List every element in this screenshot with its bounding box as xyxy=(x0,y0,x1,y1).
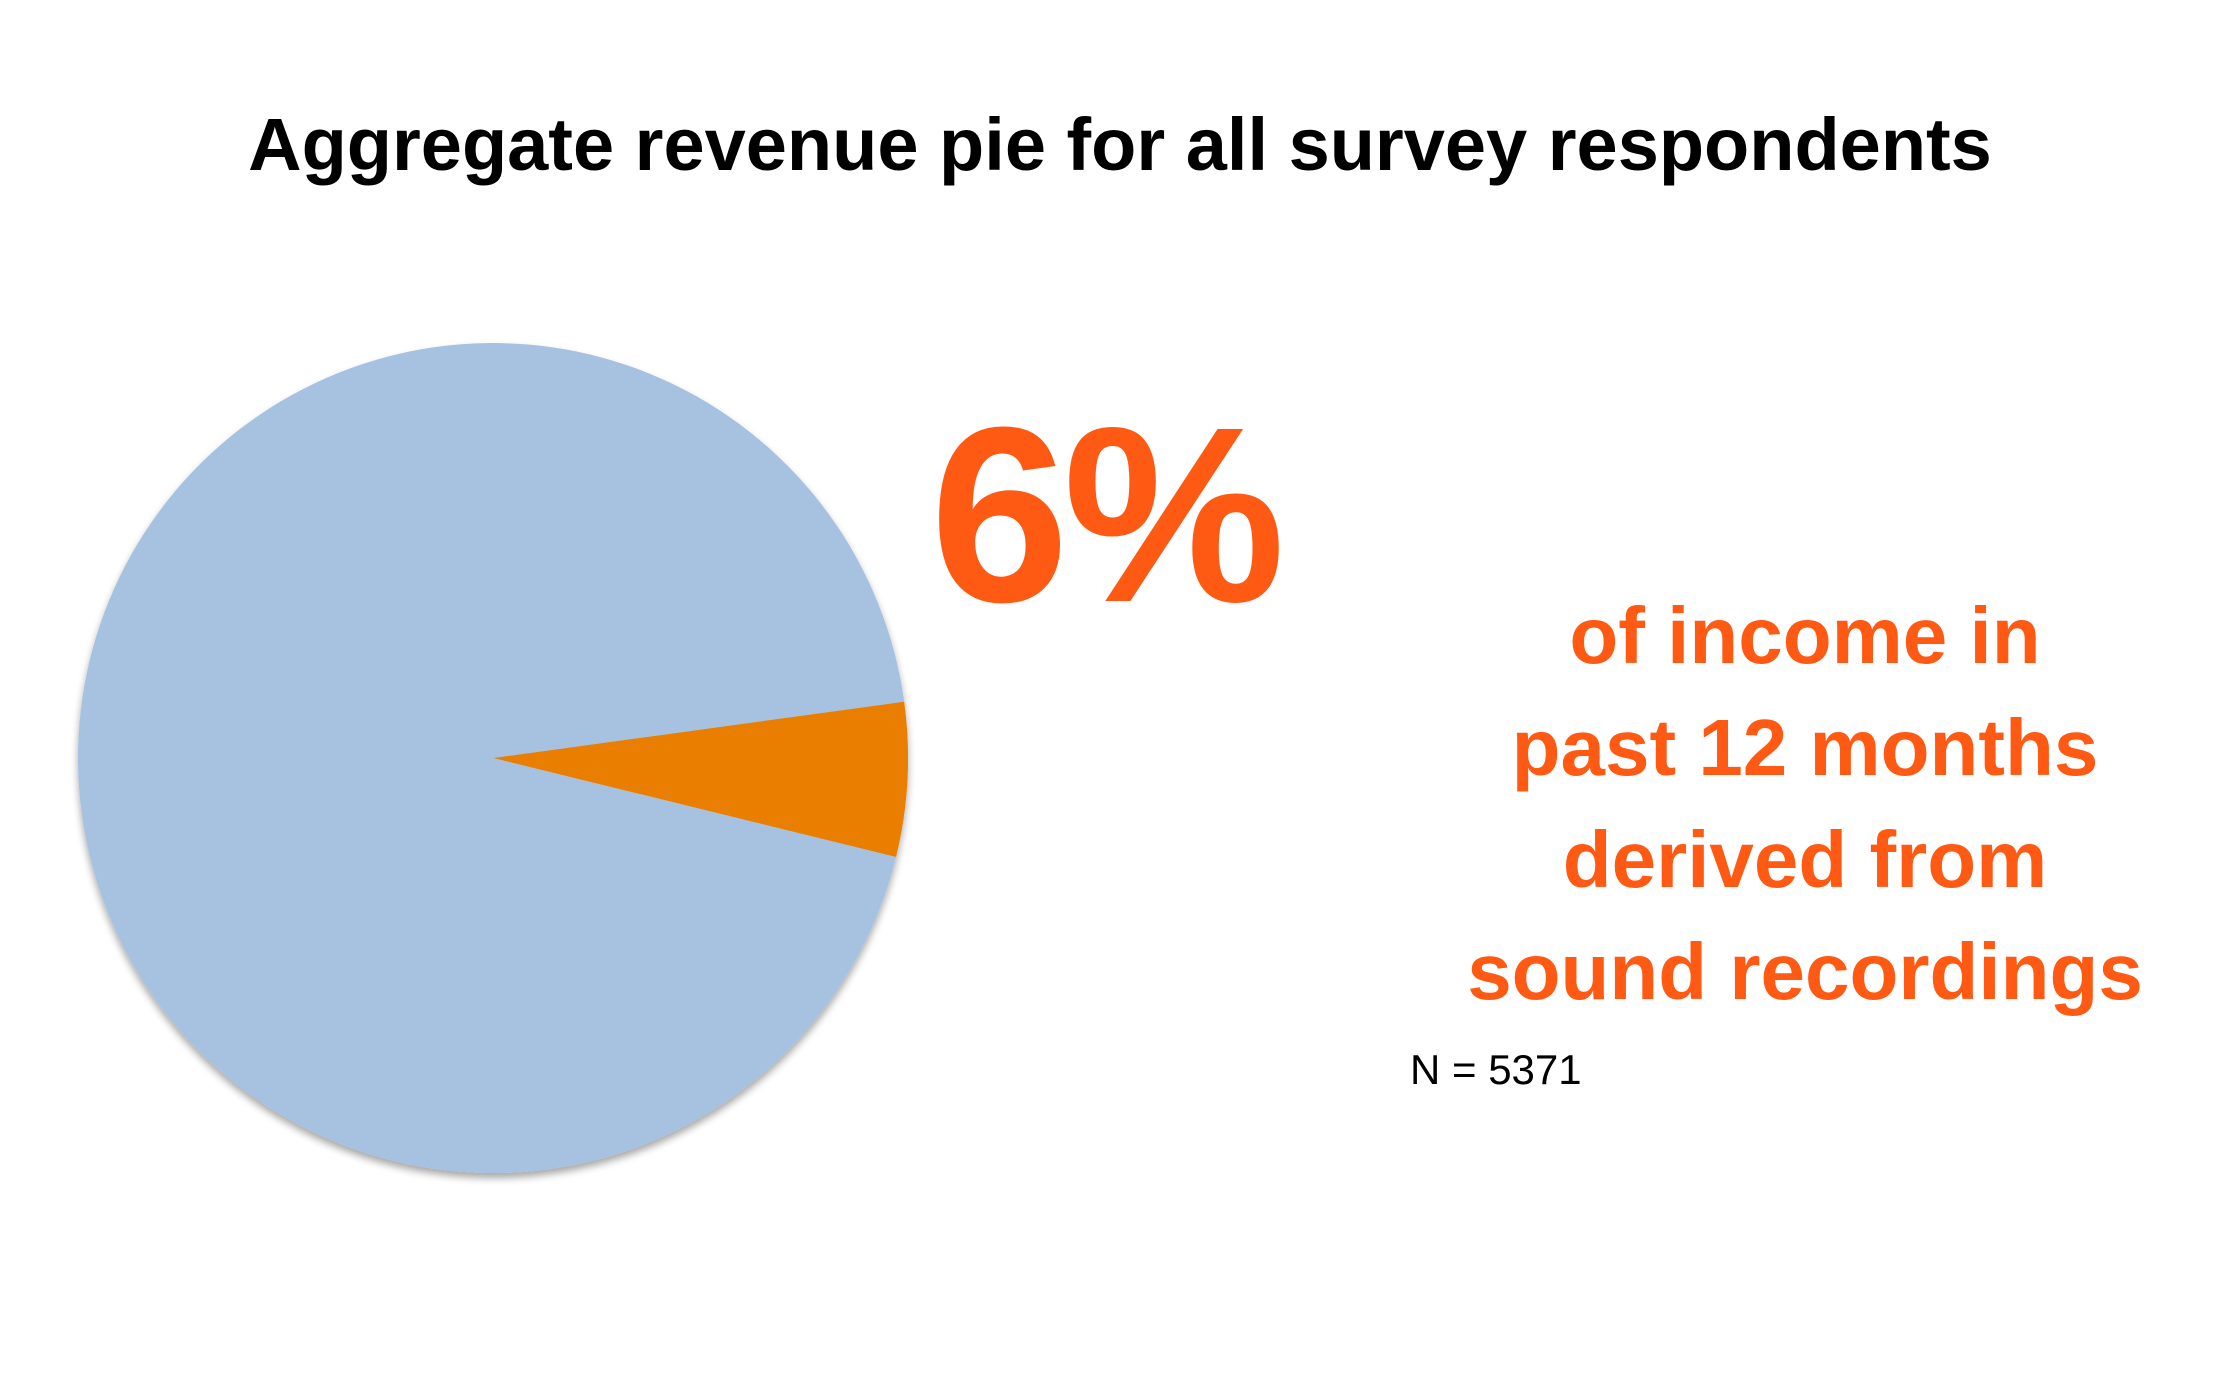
sample-size-note: N = 5371 xyxy=(1410,1046,1582,1093)
caption-line: past 12 months xyxy=(1511,703,2099,792)
highlight-percentage: 6% xyxy=(930,375,1285,654)
caption-line: sound recordings xyxy=(1467,927,2143,1016)
highlight-caption: of income in past 12 months derived from… xyxy=(1380,580,2230,1028)
pie-slice-main xyxy=(78,343,905,1174)
chart-title: Aggregate revenue pie for all survey res… xyxy=(248,103,1992,186)
caption-line: of income in xyxy=(1569,591,2041,680)
pie-slice-highlight xyxy=(493,701,908,857)
pie-slices xyxy=(78,343,908,1174)
caption-line: derived from xyxy=(1562,815,2048,904)
